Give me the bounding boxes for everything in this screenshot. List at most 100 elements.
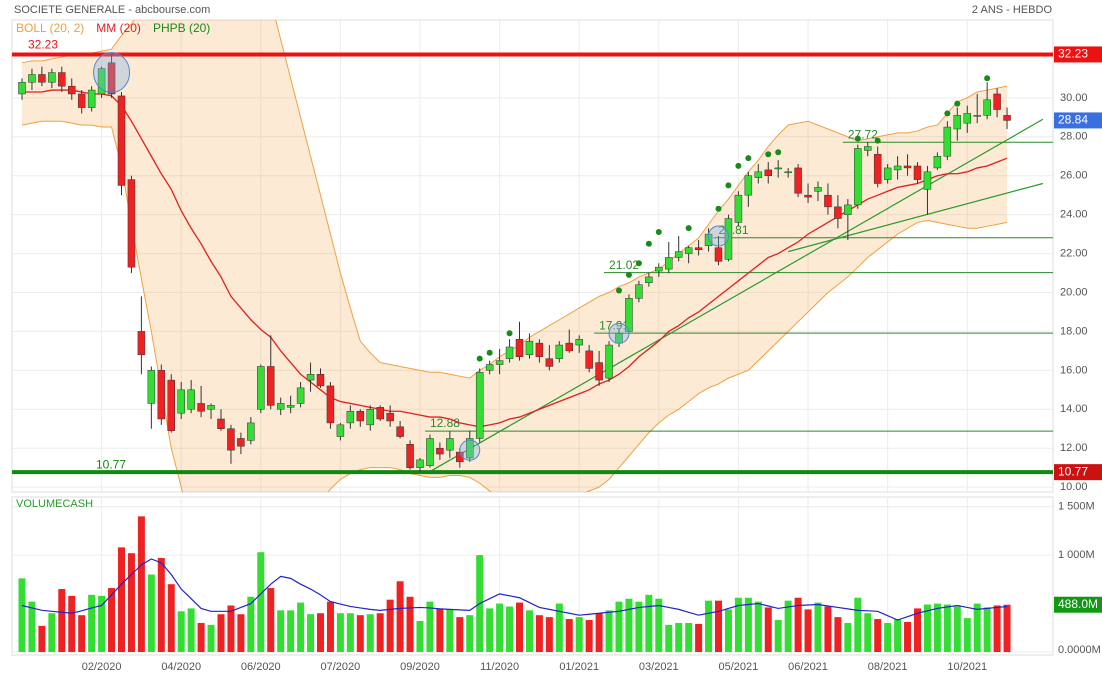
band-lower xyxy=(21,120,1008,492)
volume-bar xyxy=(884,622,892,652)
legend-entry: BOLL (20, 2) xyxy=(16,21,84,35)
candle-body xyxy=(943,126,952,157)
volume-bar xyxy=(68,595,76,652)
phpb-dot xyxy=(476,355,483,362)
phpb-dot xyxy=(685,225,692,232)
volume-bar xyxy=(436,608,444,652)
candle-body xyxy=(485,364,494,371)
badge-label: 28.84 xyxy=(1058,113,1088,127)
volume-bar xyxy=(326,601,334,652)
volume-bar xyxy=(834,617,842,652)
candle-body xyxy=(784,171,792,174)
candle-body xyxy=(286,405,295,408)
level-label: 17.91 xyxy=(599,318,629,332)
candle-body xyxy=(306,373,315,381)
y-tick-label: 1 500M xyxy=(1058,501,1095,513)
volume-bar xyxy=(585,620,593,652)
candle-body xyxy=(426,438,434,466)
candle-body xyxy=(336,424,345,437)
volume-bar xyxy=(217,614,225,652)
volume-bar xyxy=(1003,604,1011,652)
phpb-dot xyxy=(506,330,513,337)
phpb-dot xyxy=(635,260,642,267)
volume-bar xyxy=(237,614,245,652)
candle-body xyxy=(117,95,126,186)
volume-bar xyxy=(18,578,26,652)
axes: 02/2020 04/2020 06/2020 07/2020 09/2020 11/20… xyxy=(16,21,1102,673)
y-tick-label: 20.00 xyxy=(1060,286,1088,298)
candle-body xyxy=(694,247,703,250)
candle-body xyxy=(515,338,524,357)
candle-body xyxy=(824,194,832,208)
volume-bar xyxy=(555,603,563,652)
candle-body xyxy=(754,171,763,178)
candle-body xyxy=(505,346,514,359)
phpb-dot xyxy=(874,137,881,144)
volume-bar xyxy=(187,608,195,652)
volume-bar xyxy=(665,624,673,652)
candle-body xyxy=(58,72,66,87)
x-tick-label: 10/2021 xyxy=(947,661,987,673)
candle-body xyxy=(48,72,56,83)
candle-body xyxy=(545,358,554,367)
candle-body xyxy=(466,438,474,459)
candle-body xyxy=(655,266,663,272)
candle-body xyxy=(87,89,96,108)
phpb-dot xyxy=(616,287,622,294)
volume-bar xyxy=(734,597,742,652)
signal xyxy=(608,322,630,344)
volume-bar xyxy=(963,618,971,652)
volume-bar xyxy=(615,601,623,652)
candle-body xyxy=(864,146,872,151)
candle-body xyxy=(1003,115,1011,121)
volume-bar xyxy=(118,547,125,652)
x-tick-label: 08/2021 xyxy=(868,661,908,673)
legend-entry: MM (20) xyxy=(96,21,141,35)
candle-body xyxy=(684,247,693,254)
candle-body xyxy=(565,342,573,352)
volume-bar xyxy=(177,611,185,652)
volume-bar xyxy=(565,619,573,652)
volume-ma xyxy=(21,558,1008,621)
volume-bar xyxy=(58,589,66,652)
period: 2 ANS - HEBDO xyxy=(972,4,1053,16)
volume-bar xyxy=(157,558,165,652)
volume-bar xyxy=(28,601,36,652)
volume-bar xyxy=(137,516,145,652)
candle-body xyxy=(963,113,971,124)
volume-bar xyxy=(923,604,931,652)
candle-body xyxy=(555,344,564,359)
x-tick-label: 06/2021 xyxy=(788,661,828,673)
y-tick-label: 16.00 xyxy=(1060,364,1088,376)
candle-body xyxy=(217,418,225,429)
volume-bar xyxy=(645,594,653,652)
volume-bar xyxy=(516,602,523,652)
candle-body xyxy=(953,115,962,130)
price-badge xyxy=(1054,596,1102,613)
volume-bar xyxy=(973,603,981,652)
volume-bar xyxy=(496,603,504,652)
volume-bar xyxy=(814,602,822,652)
band-fill xyxy=(22,20,1008,492)
phpb-dot xyxy=(984,75,991,82)
candle-body xyxy=(366,409,374,426)
volume-bar xyxy=(426,601,434,652)
volume-bar xyxy=(386,599,394,652)
y-tick-label: 18.00 xyxy=(1060,325,1088,337)
candle-body xyxy=(844,204,852,215)
volume-bar xyxy=(535,615,543,652)
volume-bar xyxy=(336,613,344,652)
y-tick-label: 0.0000M xyxy=(1058,644,1101,656)
candle-body xyxy=(416,459,424,468)
volume-bar xyxy=(446,609,454,652)
volume-bar xyxy=(575,617,583,652)
volume-bar xyxy=(506,606,514,652)
phpb-dot xyxy=(954,100,961,107)
candle-body xyxy=(933,155,942,169)
x-tick-label: 03/2021 xyxy=(639,661,679,673)
volume-bar xyxy=(197,622,205,652)
x-tick-label: 09/2020 xyxy=(400,661,440,673)
volume-bar xyxy=(167,584,175,652)
x-tick-label: 02/2020 xyxy=(82,661,122,673)
candle-body xyxy=(356,410,365,422)
